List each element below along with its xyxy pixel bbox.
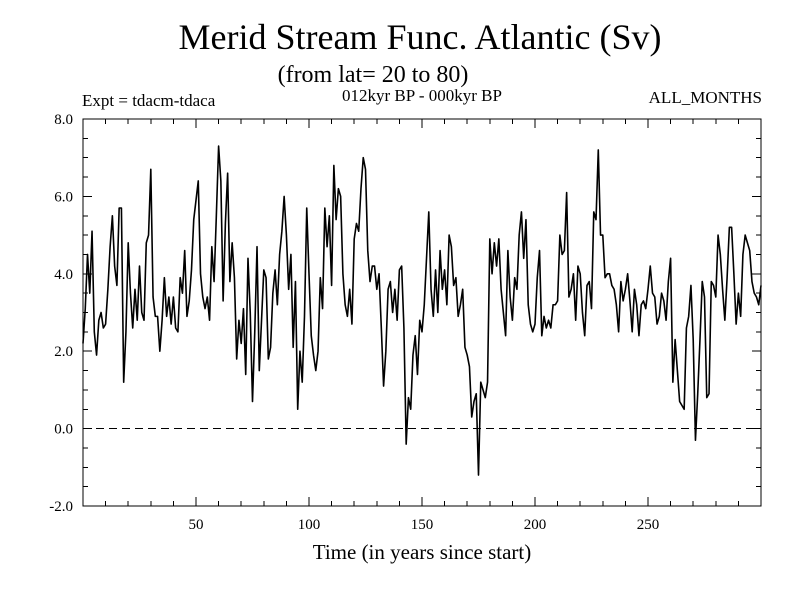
experiment-label: Expt = tdacm-tdaca xyxy=(82,91,216,110)
y-tick-label: 8.0 xyxy=(54,112,73,128)
x-axis-label: Time (in years since start) xyxy=(313,540,532,564)
x-tick-label: 250 xyxy=(637,517,660,533)
months-label: ALL_MONTHS xyxy=(649,88,762,107)
y-tick-label: 0.0 xyxy=(54,422,73,438)
x-tick-label: 50 xyxy=(189,517,204,533)
y-tick-label: -2.0 xyxy=(49,499,73,515)
y-tick-label: 2.0 xyxy=(54,344,73,360)
x-tick-label: 200 xyxy=(524,517,547,533)
x-tick-label: 100 xyxy=(298,517,321,533)
chart-title: Merid Stream Func. Atlantic (Sv) xyxy=(179,17,662,57)
y-tick-label: 4.0 xyxy=(54,267,73,283)
axis-tick-labels: 50 100 150 200 250 -2.0 0.0 2.0 4.0 6.0 8.0 xyxy=(49,112,659,533)
series-line xyxy=(82,145,762,476)
chart-subtitle: (from lat= 20 to 80) xyxy=(278,62,469,88)
axis-ticks xyxy=(83,119,761,506)
period-label: 012kyr BP - 000kyr BP xyxy=(342,86,502,105)
x-tick-label: 150 xyxy=(411,517,434,533)
plot-area: 50 100 150 200 250 -2.0 0.0 2.0 4.0 6.0 8.0 xyxy=(49,112,762,533)
y-tick-label: 6.0 xyxy=(54,189,73,205)
